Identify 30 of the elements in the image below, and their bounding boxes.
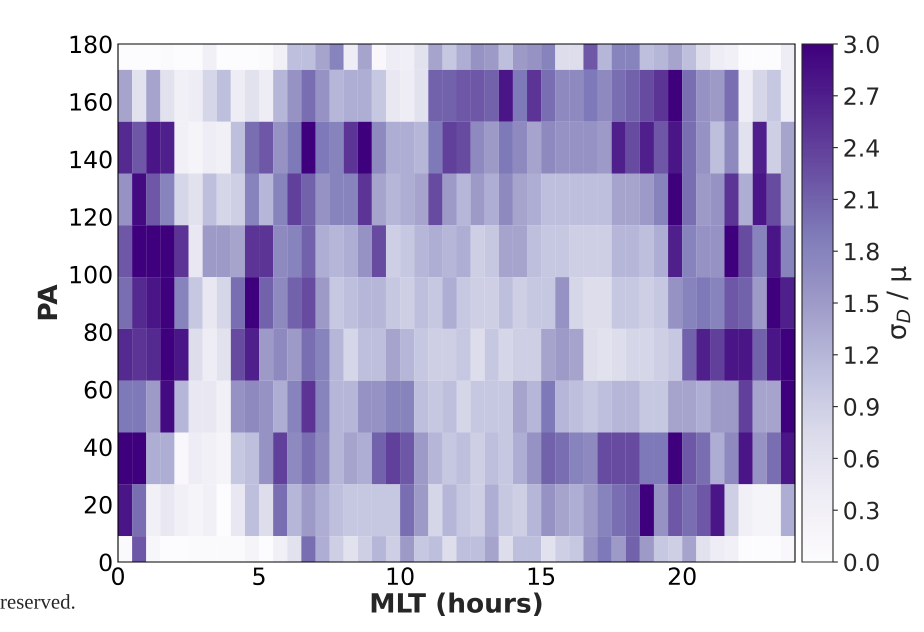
- color-bar-label: 1.5: [845, 294, 878, 312]
- color-bar-label: 0.6: [844, 450, 879, 468]
- x-axis-title: MLT (hours): [372, 592, 542, 616]
- y-tick-label: 60: [84, 380, 112, 399]
- x-tick-label: 5: [253, 568, 264, 586]
- color-bar-label: 2.1: [844, 190, 878, 208]
- color-bar-label: 1.8: [845, 242, 879, 261]
- x-tick-label: 0: [112, 567, 124, 586]
- color-bar-label: 0.3: [844, 502, 878, 520]
- y-tick-label: 0: [100, 553, 112, 572]
- x-tick-label: 10: [388, 567, 414, 586]
- text: reserved.: [0, 594, 74, 609]
- y-tick-label: 40: [84, 438, 112, 456]
- color-bar-label: 3.0: [844, 35, 879, 54]
- color-bar-title: σ$_{D}$ / μ: [886, 266, 912, 339]
- y-tick-label: 140: [70, 150, 112, 168]
- y-tick-label: 80: [84, 323, 112, 342]
- y-tick-label: 120: [70, 208, 112, 226]
- color-bar-label: 2.7: [844, 87, 878, 105]
- y-tick-label: 20: [84, 496, 112, 514]
- y-tick-label: 160: [70, 93, 112, 111]
- y-tick-label: 100: [70, 266, 112, 284]
- y-axis-title: PA: [38, 284, 58, 320]
- color-bar-label: 1.2: [845, 346, 878, 364]
- color-bar-label: 0.9: [844, 398, 879, 416]
- x-tick-label: 20: [668, 567, 696, 586]
- y-tick-label: 180: [70, 35, 112, 54]
- x-tick-label: 15: [528, 568, 554, 586]
- color-bar-label: 2.4: [844, 139, 879, 157]
- color-bar-label: 0.0: [844, 553, 879, 572]
